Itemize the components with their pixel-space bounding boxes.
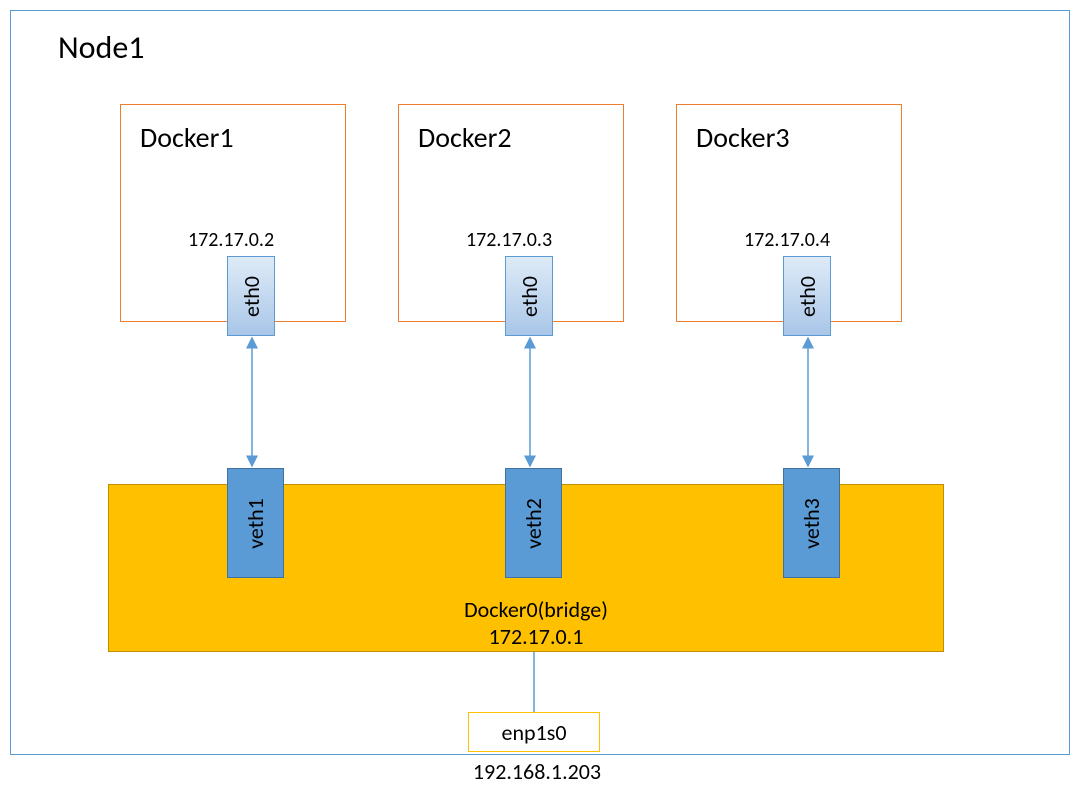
docker-title-2: Docker2 [418, 120, 512, 155]
enp-box: enp1s0 [468, 712, 600, 752]
eth0-label-1: eth0 [238, 276, 265, 317]
veth-label-1: veth1 [242, 498, 269, 549]
veth-box-1: veth1 [227, 468, 284, 578]
veth-box-2: veth2 [505, 468, 562, 578]
host-ip: 192.168.1.203 [462, 758, 612, 785]
bridge-name: Docker0(bridge) [436, 596, 636, 623]
eth0-label-3: eth0 [794, 276, 821, 317]
eth0-box-1: eth0 [227, 256, 275, 336]
eth0-box-3: eth0 [783, 256, 831, 336]
docker-title-3: Docker3 [696, 120, 790, 155]
veth-box-3: veth3 [783, 468, 840, 578]
eth0-box-2: eth0 [505, 256, 553, 336]
eth0-label-2: eth0 [516, 276, 543, 317]
veth-label-3: veth3 [798, 498, 825, 549]
enp-label: enp1s0 [502, 719, 567, 746]
docker-ip-3: 172.17.0.4 [744, 228, 830, 252]
docker-ip-2: 172.17.0.3 [466, 228, 552, 252]
bridge-ip: 172.17.0.1 [436, 623, 636, 650]
docker-ip-1: 172.17.0.2 [188, 228, 274, 252]
node-title: Node1 [58, 28, 144, 67]
docker-title-1: Docker1 [140, 120, 234, 155]
bridge-label: Docker0(bridge) 172.17.0.1 [436, 596, 636, 650]
veth-label-2: veth2 [520, 498, 547, 549]
